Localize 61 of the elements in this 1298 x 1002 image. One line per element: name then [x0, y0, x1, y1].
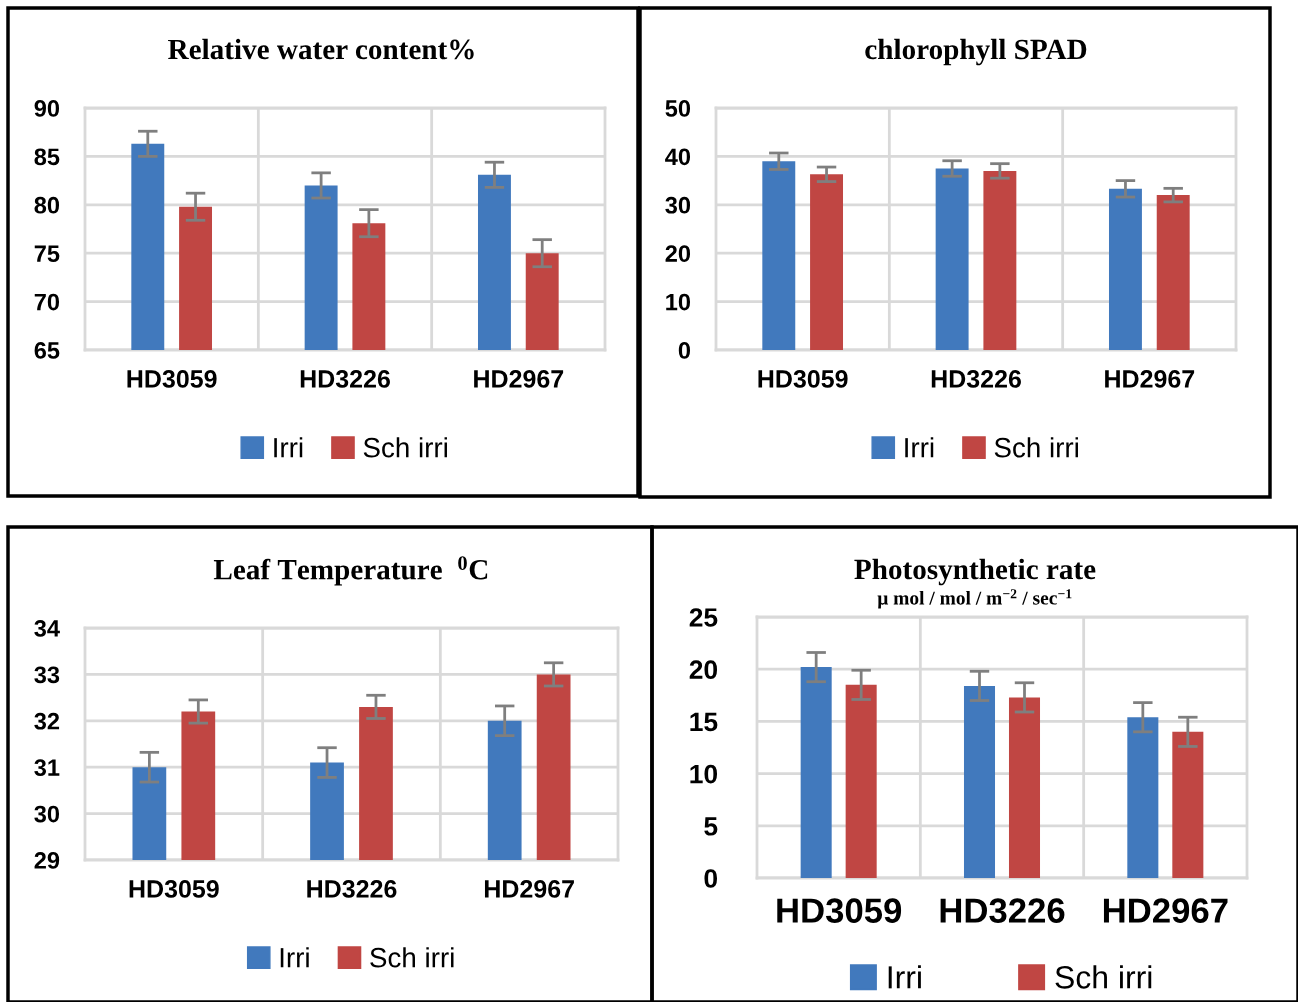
y-tick-label: 90	[34, 100, 60, 117]
y-tick-label: 20	[665, 245, 691, 262]
y-tick-label: 33	[34, 666, 60, 684]
bar	[935, 168, 969, 350]
y-tick-label: 31	[34, 759, 60, 777]
legend-label: Sch irri	[1055, 965, 1152, 989]
x-tick-label: HD3059	[758, 370, 848, 388]
bar	[1172, 731, 1204, 878]
y-tick-label: 65	[34, 342, 60, 359]
y-tick-label: 10	[666, 293, 691, 311]
legend-label: Irri	[905, 437, 934, 458]
y-tick-label: 30	[34, 805, 60, 823]
chart-title: chlorophyll SPAD	[865, 38, 1087, 66]
legend-label: Sch irri	[370, 947, 454, 968]
x-tick-label: HD3226	[940, 898, 1065, 923]
chart-subtitle: μ mol / mol / m$^{−2}$ / sec$^{−1}$	[877, 589, 1072, 609]
chart-title: Leaf Temperature $^{0}$C	[213, 556, 488, 586]
bar	[845, 684, 877, 878]
legend-label: Irri	[274, 437, 303, 458]
y-tick-label: 0	[678, 342, 691, 359]
x-tick-label: HD3059	[127, 370, 217, 388]
chart-title: Relative water content%	[168, 38, 474, 60]
y-tick-label: 25	[689, 608, 718, 627]
y-tick-label: 30	[665, 196, 691, 214]
x-tick-label: HD3226	[931, 370, 1021, 388]
bar	[1008, 697, 1041, 878]
x-tick-label: HD2967	[474, 370, 564, 388]
legend-label: Sch irri	[994, 437, 1078, 458]
y-tick-label: 85	[34, 148, 60, 166]
chart-title: Photosynthetic rate	[854, 558, 1096, 586]
y-tick-label: 75	[34, 245, 60, 262]
y-tick-label: 0	[704, 869, 718, 888]
legend-label: Irri	[888, 965, 921, 989]
y-tick-label: 5	[704, 817, 718, 836]
legend-label: Sch irri	[363, 437, 447, 458]
x-tick-label: HD3226	[300, 370, 390, 388]
y-tick-label: 29	[34, 852, 60, 869]
bar	[762, 161, 796, 350]
y-tick-label: 10	[690, 764, 718, 784]
bar	[963, 685, 996, 878]
x-tick-label: HD2967	[1103, 898, 1228, 923]
x-tick-label: HD3059	[129, 880, 219, 898]
x-tick-label: HD2967	[1105, 370, 1195, 388]
y-tick-label: 15	[690, 712, 718, 732]
legend-label: Irri	[280, 947, 309, 968]
bar	[983, 170, 1017, 350]
x-tick-label: HD2967	[484, 880, 574, 898]
bar	[800, 667, 832, 878]
bar	[1156, 195, 1190, 350]
bar	[1127, 717, 1159, 878]
y-tick-label: 40	[665, 148, 691, 166]
bar	[810, 174, 844, 350]
y-tick-label: 34	[34, 620, 60, 637]
x-tick-label: HD3226	[307, 880, 397, 898]
y-tick-label: 80	[34, 196, 60, 214]
y-tick-label: 70	[34, 293, 60, 311]
y-tick-label: 32	[34, 712, 60, 730]
y-tick-label: 20	[689, 660, 718, 680]
bar	[1108, 188, 1142, 350]
y-tick-label: 50	[665, 100, 691, 117]
x-tick-label: HD3059	[777, 898, 902, 923]
